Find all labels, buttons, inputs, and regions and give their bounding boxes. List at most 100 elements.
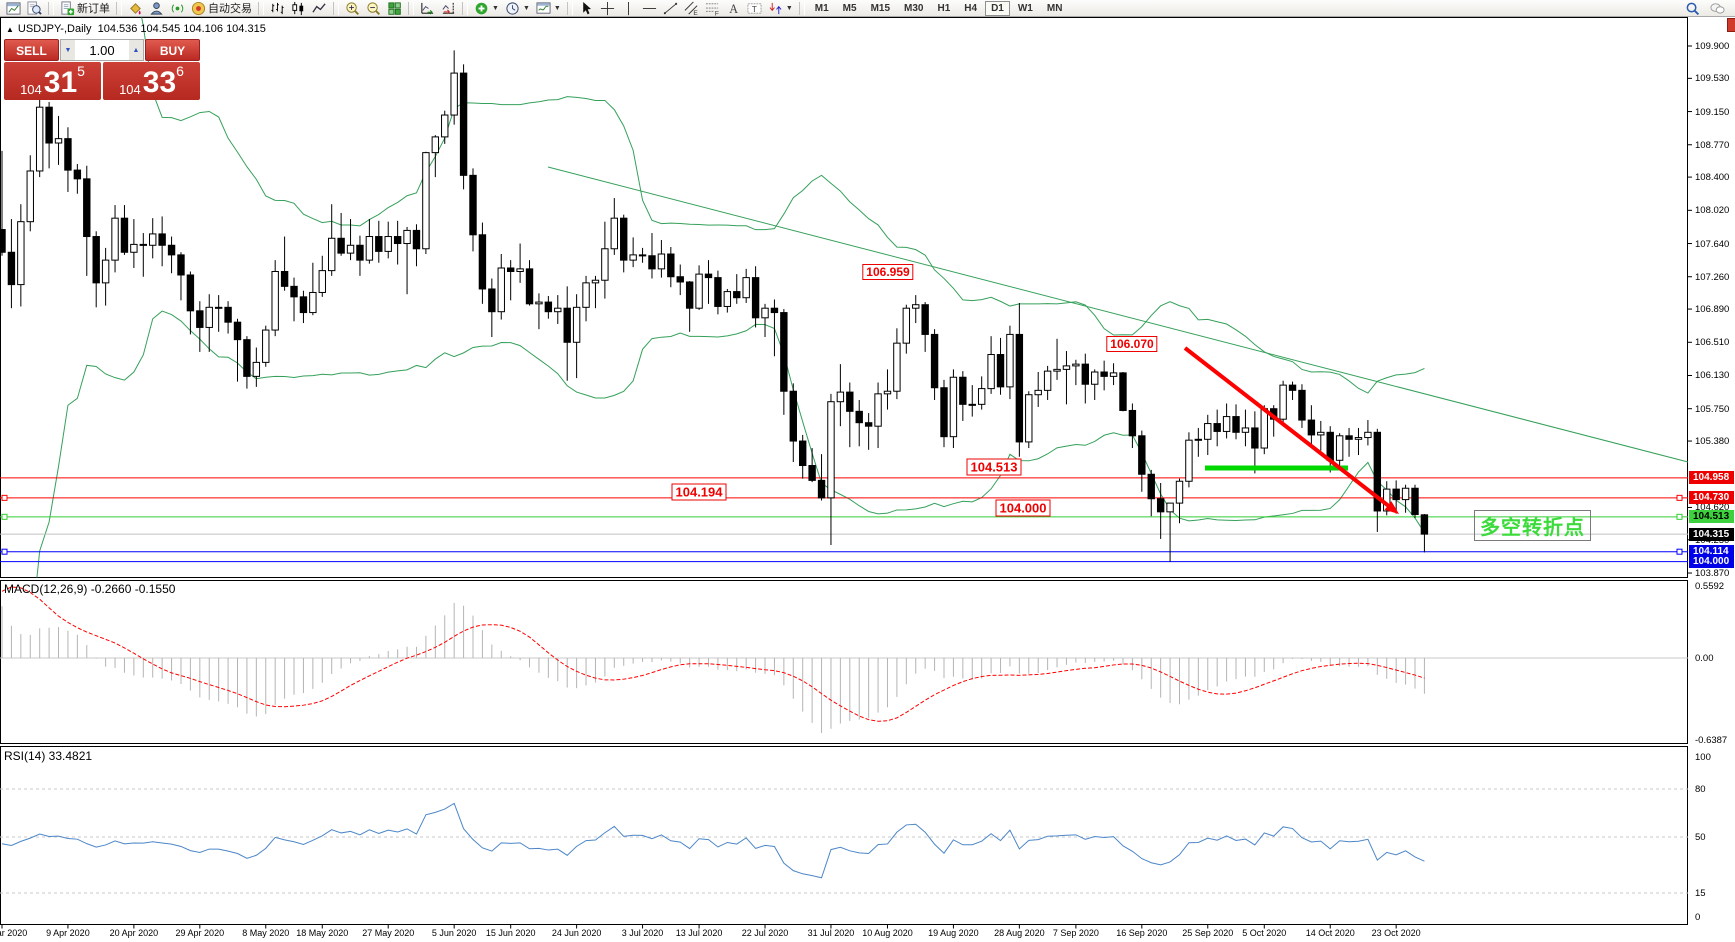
- chevron-down-icon[interactable]: ▼: [785, 4, 793, 12]
- candle-body: [101, 259, 110, 284]
- vertical-line-button[interactable]: [618, 0, 639, 16]
- candle-body: [714, 277, 722, 307]
- cursor-button[interactable]: [576, 0, 597, 16]
- toolbar[interactable]: 新订单 自动交易 ▼ ▼ ▼ E F A T ▼ M1 M5 M15 M30 H1 H4 D1 W1 MN: [0, 0, 1735, 17]
- crosshair-button[interactable]: [597, 0, 618, 16]
- svg-text:A: A: [729, 2, 738, 16]
- sell-price-pip: 5: [77, 63, 85, 79]
- fibonacci-button[interactable]: F: [702, 0, 723, 16]
- trendline-annotation[interactable]: [547, 166, 1689, 463]
- new-order-button[interactable]: 新订单: [57, 0, 113, 16]
- timeframe-m1-button[interactable]: M1: [809, 1, 835, 16]
- candle-body: [846, 391, 854, 412]
- data-window-button[interactable]: [24, 0, 45, 16]
- indicators-button[interactable]: ▼: [471, 0, 502, 16]
- periods-button[interactable]: ▼: [502, 0, 533, 16]
- timeframe-m15-button[interactable]: M15: [865, 1, 896, 16]
- price-label-annotation[interactable]: 106.070: [1106, 336, 1158, 352]
- line-chart-button[interactable]: [309, 0, 330, 16]
- zoom-out-button[interactable]: [363, 0, 384, 16]
- candle-body: [243, 339, 251, 377]
- line-handle[interactable]: [1, 548, 8, 555]
- community-button[interactable]: [146, 0, 167, 16]
- price-tick-label: 108.770: [1695, 139, 1730, 151]
- autotrading-button[interactable]: 自动交易: [188, 0, 255, 16]
- channel-button[interactable]: E: [681, 0, 702, 16]
- volume-down-button[interactable]: ▼: [61, 40, 75, 60]
- sell-button[interactable]: SELL: [4, 39, 59, 61]
- buy-price-button[interactable]: 104 33 6: [103, 62, 200, 100]
- chart-canvas[interactable]: 31 Mar 2020 9 Apr 2020 20 Apr 2020 29 Apr 2…: [0, 17, 1735, 942]
- chart-title: ▲ USDJPY-,Daily 104.536 104.545 104.106 1…: [6, 23, 266, 35]
- sell-price-button[interactable]: 104 31 5: [4, 62, 101, 100]
- timeframe-m30-button[interactable]: M30: [898, 1, 929, 16]
- price-label-annotation[interactable]: 106.959: [862, 264, 914, 280]
- auto-scroll-button[interactable]: [417, 0, 438, 16]
- chart-shift-button[interactable]: [438, 0, 459, 16]
- line-handle[interactable]: [1676, 513, 1683, 520]
- chevron-down-icon[interactable]: ▼: [492, 4, 499, 12]
- timeframe-w1-button[interactable]: W1: [1012, 1, 1039, 16]
- collapse-icon[interactable]: ▲: [6, 25, 14, 34]
- rsi-axis-label: 0: [1695, 912, 1701, 923]
- candle-body: [676, 276, 684, 283]
- line-handle[interactable]: [1676, 548, 1683, 555]
- arrows-button[interactable]: ▼: [765, 0, 796, 16]
- buy-button[interactable]: BUY: [145, 39, 200, 61]
- tile-windows-button[interactable]: [384, 0, 405, 16]
- styles-button[interactable]: [125, 0, 146, 16]
- search-button[interactable]: [1682, 0, 1703, 16]
- candle-body: [977, 388, 986, 405]
- new-chart-button[interactable]: [3, 0, 24, 16]
- line-handle[interactable]: [1676, 494, 1683, 501]
- candle-body: [45, 106, 53, 144]
- candle-body: [601, 248, 609, 281]
- candle-body: [1091, 371, 1099, 385]
- candle-body: [1364, 431, 1372, 439]
- price-label-annotation[interactable]: 104.513: [966, 458, 1022, 476]
- buy-price-pip: 6: [176, 63, 184, 79]
- bar-chart-button[interactable]: [267, 0, 288, 16]
- chevron-down-icon[interactable]: ▼: [522, 4, 530, 12]
- candle-body: [883, 390, 892, 395]
- text-button[interactable]: A: [723, 0, 744, 16]
- volume-stepper[interactable]: ▼ ▲: [60, 39, 144, 61]
- line-handle[interactable]: [1, 494, 8, 501]
- timeframe-d1-button[interactable]: D1: [985, 0, 1010, 16]
- candle-body: [620, 217, 628, 261]
- timeframe-h4-button[interactable]: H4: [958, 1, 983, 16]
- line-handle[interactable]: [1, 513, 8, 520]
- horizontal-line-button[interactable]: [639, 0, 660, 16]
- candle-body: [723, 291, 732, 307]
- timeframe-m5-button[interactable]: M5: [837, 1, 863, 16]
- volume-input[interactable]: [75, 40, 129, 60]
- templates-button[interactable]: ▼: [533, 0, 564, 16]
- trendline-button[interactable]: [660, 0, 681, 16]
- candle-body: [233, 321, 242, 341]
- price-label-annotation[interactable]: 104.194: [671, 483, 727, 501]
- signals-button[interactable]: [167, 0, 188, 16]
- candle-body: [1307, 419, 1316, 436]
- timeframe-mn-button[interactable]: MN: [1041, 1, 1069, 16]
- zoom-in-button[interactable]: [342, 0, 363, 16]
- chart-window[interactable]: 31 Mar 2020 9 Apr 2020 20 Apr 2020 29 Apr 2…: [0, 17, 1735, 942]
- note-annotation[interactable]: 多空转折点: [1474, 510, 1591, 541]
- candle-body: [328, 237, 336, 272]
- price-label-annotation[interactable]: 104.000: [995, 499, 1051, 517]
- toolbar-separator: [566, 1, 573, 15]
- candle-body: [280, 270, 289, 287]
- date-label: 8 May 2020: [242, 928, 289, 938]
- candle-body: [299, 296, 308, 314]
- candle-body: [921, 304, 929, 335]
- candle-chart-button[interactable]: [288, 0, 309, 16]
- candle-body: [751, 277, 760, 319]
- label-button[interactable]: T: [744, 0, 765, 16]
- chat-button[interactable]: [1707, 0, 1728, 16]
- volume-up-button[interactable]: ▲: [129, 40, 143, 60]
- candle-body: [412, 229, 421, 250]
- chevron-down-icon[interactable]: ▼: [553, 4, 561, 12]
- down-arrow-annotation[interactable]: [1183, 346, 1393, 510]
- timeframe-h1-button[interactable]: H1: [931, 1, 956, 16]
- candle-body: [0, 229, 6, 253]
